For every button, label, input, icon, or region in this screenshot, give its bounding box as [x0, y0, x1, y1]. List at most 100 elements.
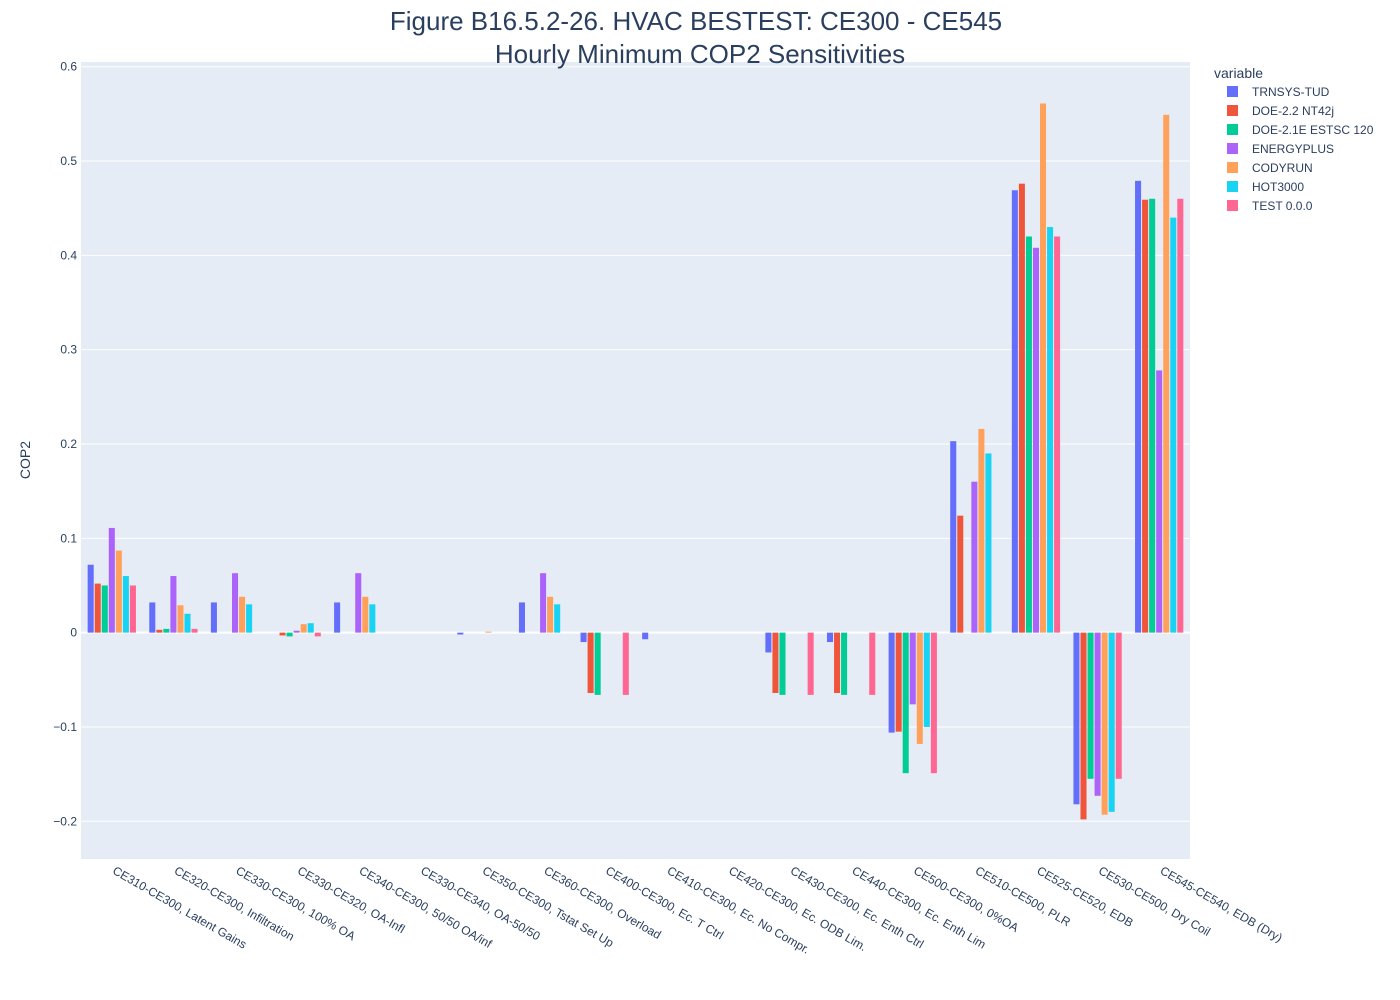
bar	[1018, 183, 1025, 633]
y-tick-label: 0.2	[60, 437, 77, 451]
bar	[369, 604, 376, 633]
legend-swatch	[1227, 162, 1238, 173]
legend: variable TRNSYS-TUD DOE-2.2 NT42j DOE-2.1E…	[1214, 65, 1374, 213]
bar	[210, 602, 217, 633]
y-tick-label: 0.1	[60, 531, 77, 545]
legend-swatch	[1227, 86, 1238, 97]
bar	[149, 602, 156, 633]
y-tick-label: −0.1	[53, 720, 77, 734]
bar	[239, 596, 246, 633]
bar	[1101, 632, 1108, 815]
y-tick-label: 0	[70, 626, 77, 640]
bar	[362, 596, 369, 633]
bar	[87, 564, 94, 633]
bar	[888, 632, 895, 733]
bar	[1054, 236, 1061, 633]
gridlines	[81, 66, 1190, 822]
legend-swatch	[1227, 181, 1238, 192]
bar	[916, 632, 923, 744]
legend-item[interactable]: ENERGYPLUS	[1252, 142, 1334, 156]
y-axis-ticks: −0.2 −0.1 0 0.1 0.2 0.3 0.4 0.5 0.6	[53, 60, 77, 829]
bar	[191, 628, 198, 633]
bar	[485, 631, 492, 633]
legend-swatch	[1227, 105, 1238, 116]
chart-title: Figure B16.5.2-26. HVAC BESTEST: CE300 -…	[390, 6, 1002, 36]
bars	[87, 103, 1184, 820]
bar	[869, 632, 876, 695]
bar	[286, 632, 293, 637]
bar	[1156, 370, 1163, 633]
y-axis-title: COP2	[17, 441, 33, 479]
bar	[971, 481, 978, 633]
bar	[834, 632, 841, 693]
bar	[765, 632, 772, 653]
bar	[355, 573, 362, 633]
bar	[457, 632, 464, 635]
bar	[163, 628, 170, 633]
bar	[1039, 103, 1047, 633]
legend-item[interactable]: TEST 0.0.0	[1252, 199, 1313, 213]
bar	[1163, 114, 1170, 633]
bar	[246, 604, 253, 633]
legend-title: variable	[1214, 65, 1263, 81]
bar	[985, 453, 992, 633]
chart-subtitle: Hourly Minimum COP2 Sensitivities	[495, 39, 905, 69]
bar	[1135, 180, 1142, 633]
bar	[923, 632, 930, 727]
bar	[101, 585, 108, 633]
bar	[108, 527, 115, 633]
bar	[580, 632, 587, 643]
bar	[1011, 190, 1018, 633]
bar	[307, 623, 314, 633]
bar	[642, 632, 649, 640]
bar	[1149, 198, 1156, 633]
y-tick-label: 0.3	[60, 343, 77, 357]
bar	[1073, 632, 1080, 805]
bar	[232, 573, 239, 633]
bar	[902, 632, 909, 774]
bar	[826, 632, 834, 643]
bar	[518, 602, 525, 633]
bar	[540, 573, 547, 633]
bar	[170, 576, 177, 633]
bar	[1108, 632, 1115, 812]
y-tick-label: 0.6	[60, 60, 77, 74]
legend-item[interactable]: DOE-2.2 NT42j	[1252, 104, 1334, 118]
bar	[779, 632, 786, 695]
bar	[1115, 632, 1122, 779]
bar	[807, 632, 814, 695]
bar	[978, 428, 985, 633]
bar	[279, 632, 286, 636]
y-tick-label: 0.4	[60, 248, 77, 262]
bar	[547, 596, 554, 633]
legend-swatch	[1227, 143, 1238, 154]
bar	[334, 602, 341, 633]
bar	[314, 632, 321, 637]
legend-item[interactable]: HOT3000	[1252, 180, 1304, 194]
bar	[1094, 632, 1101, 796]
bar	[622, 632, 629, 695]
bar	[1047, 227, 1054, 633]
bar	[94, 583, 101, 633]
legend-item[interactable]: TRNSYS-TUD	[1252, 85, 1330, 99]
legend-swatch	[1227, 200, 1238, 211]
bar	[156, 629, 163, 633]
plot-area	[81, 62, 1190, 859]
bar	[895, 632, 902, 732]
legend-swatch	[1227, 124, 1238, 135]
bar	[293, 630, 300, 633]
bar	[1142, 199, 1149, 633]
bar	[184, 613, 191, 633]
y-tick-label: 0.5	[60, 154, 77, 168]
legend-item[interactable]: DOE-2.1E ESTSC 120	[1252, 123, 1374, 137]
bar	[1170, 217, 1177, 633]
y-tick-label: −0.2	[53, 814, 77, 828]
bar	[177, 605, 184, 633]
bar	[115, 550, 122, 633]
bar	[587, 632, 594, 693]
bar	[1032, 247, 1039, 633]
bar	[841, 632, 848, 695]
legend-item[interactable]: CODYRUN	[1252, 161, 1313, 175]
bar	[1080, 632, 1087, 820]
